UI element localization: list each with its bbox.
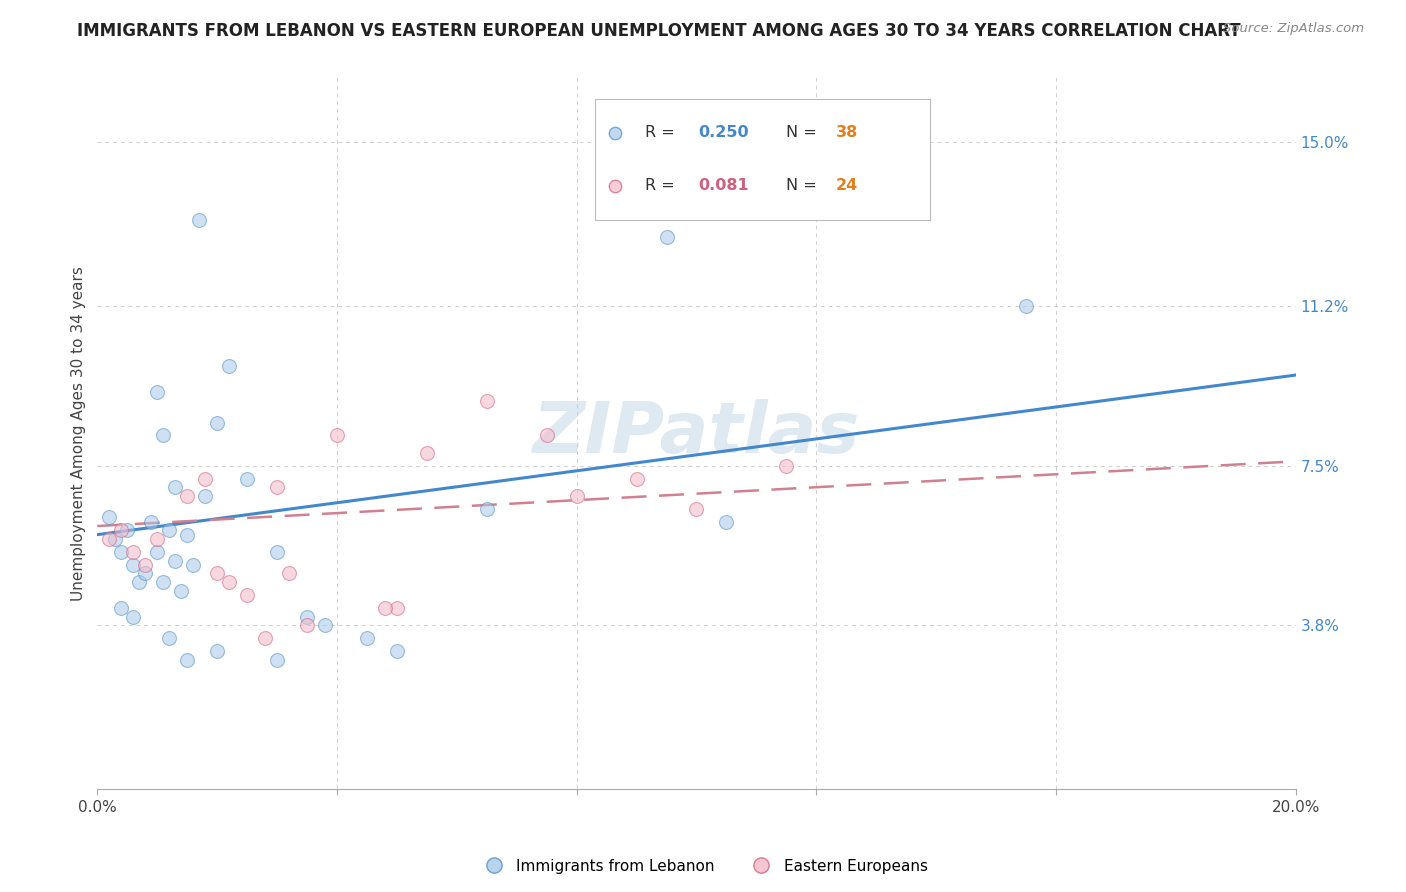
Point: [716, 515, 738, 529]
Point: [188, 212, 211, 227]
Point: [146, 532, 169, 546]
Point: [626, 472, 648, 486]
Point: [152, 575, 174, 590]
Point: [236, 588, 259, 602]
Point: [141, 515, 163, 529]
Point: [218, 359, 240, 374]
Point: [157, 631, 180, 645]
Point: [655, 230, 678, 244]
Point: [356, 631, 378, 645]
Point: [475, 501, 498, 516]
Point: [122, 609, 145, 624]
Point: [104, 532, 127, 546]
Point: [134, 566, 156, 581]
Point: [205, 566, 228, 581]
Point: [194, 489, 217, 503]
Point: [385, 601, 408, 615]
Point: [98, 532, 121, 546]
Point: [146, 385, 169, 400]
Text: Source: ZipAtlas.com: Source: ZipAtlas.com: [1223, 22, 1364, 36]
Point: [236, 472, 259, 486]
Point: [176, 527, 198, 541]
Point: [176, 653, 198, 667]
Y-axis label: Unemployment Among Ages 30 to 34 years: Unemployment Among Ages 30 to 34 years: [72, 266, 86, 600]
Point: [266, 545, 288, 559]
Point: [326, 428, 349, 442]
Point: [1015, 299, 1038, 313]
Point: [110, 545, 132, 559]
Point: [170, 583, 193, 598]
Point: [152, 428, 174, 442]
Point: [181, 558, 204, 572]
Point: [165, 480, 187, 494]
Point: [176, 489, 198, 503]
Point: [775, 458, 797, 473]
Point: [122, 545, 145, 559]
Legend: Immigrants from Lebanon, Eastern Europeans: Immigrants from Lebanon, Eastern Europea…: [472, 853, 934, 880]
Point: [416, 446, 439, 460]
Point: [98, 510, 121, 524]
Point: [475, 393, 498, 408]
Point: [295, 609, 318, 624]
Point: [205, 416, 228, 430]
Point: [165, 553, 187, 567]
Text: ZIPatlas: ZIPatlas: [533, 399, 860, 467]
Point: [134, 558, 156, 572]
Point: [685, 501, 707, 516]
Point: [157, 524, 180, 538]
Point: [122, 558, 145, 572]
Point: [536, 428, 558, 442]
Point: [205, 644, 228, 658]
Point: [374, 601, 396, 615]
Point: [146, 545, 169, 559]
Point: [385, 644, 408, 658]
Point: [117, 524, 139, 538]
Point: [266, 653, 288, 667]
Text: IMMIGRANTS FROM LEBANON VS EASTERN EUROPEAN UNEMPLOYMENT AMONG AGES 30 TO 34 YEA: IMMIGRANTS FROM LEBANON VS EASTERN EUROP…: [77, 22, 1241, 40]
Point: [266, 480, 288, 494]
Point: [278, 566, 301, 581]
Point: [218, 575, 240, 590]
Point: [194, 472, 217, 486]
Point: [295, 618, 318, 632]
Point: [314, 618, 336, 632]
Point: [128, 575, 150, 590]
Point: [565, 489, 588, 503]
Point: [110, 524, 132, 538]
Point: [254, 631, 277, 645]
Point: [110, 601, 132, 615]
